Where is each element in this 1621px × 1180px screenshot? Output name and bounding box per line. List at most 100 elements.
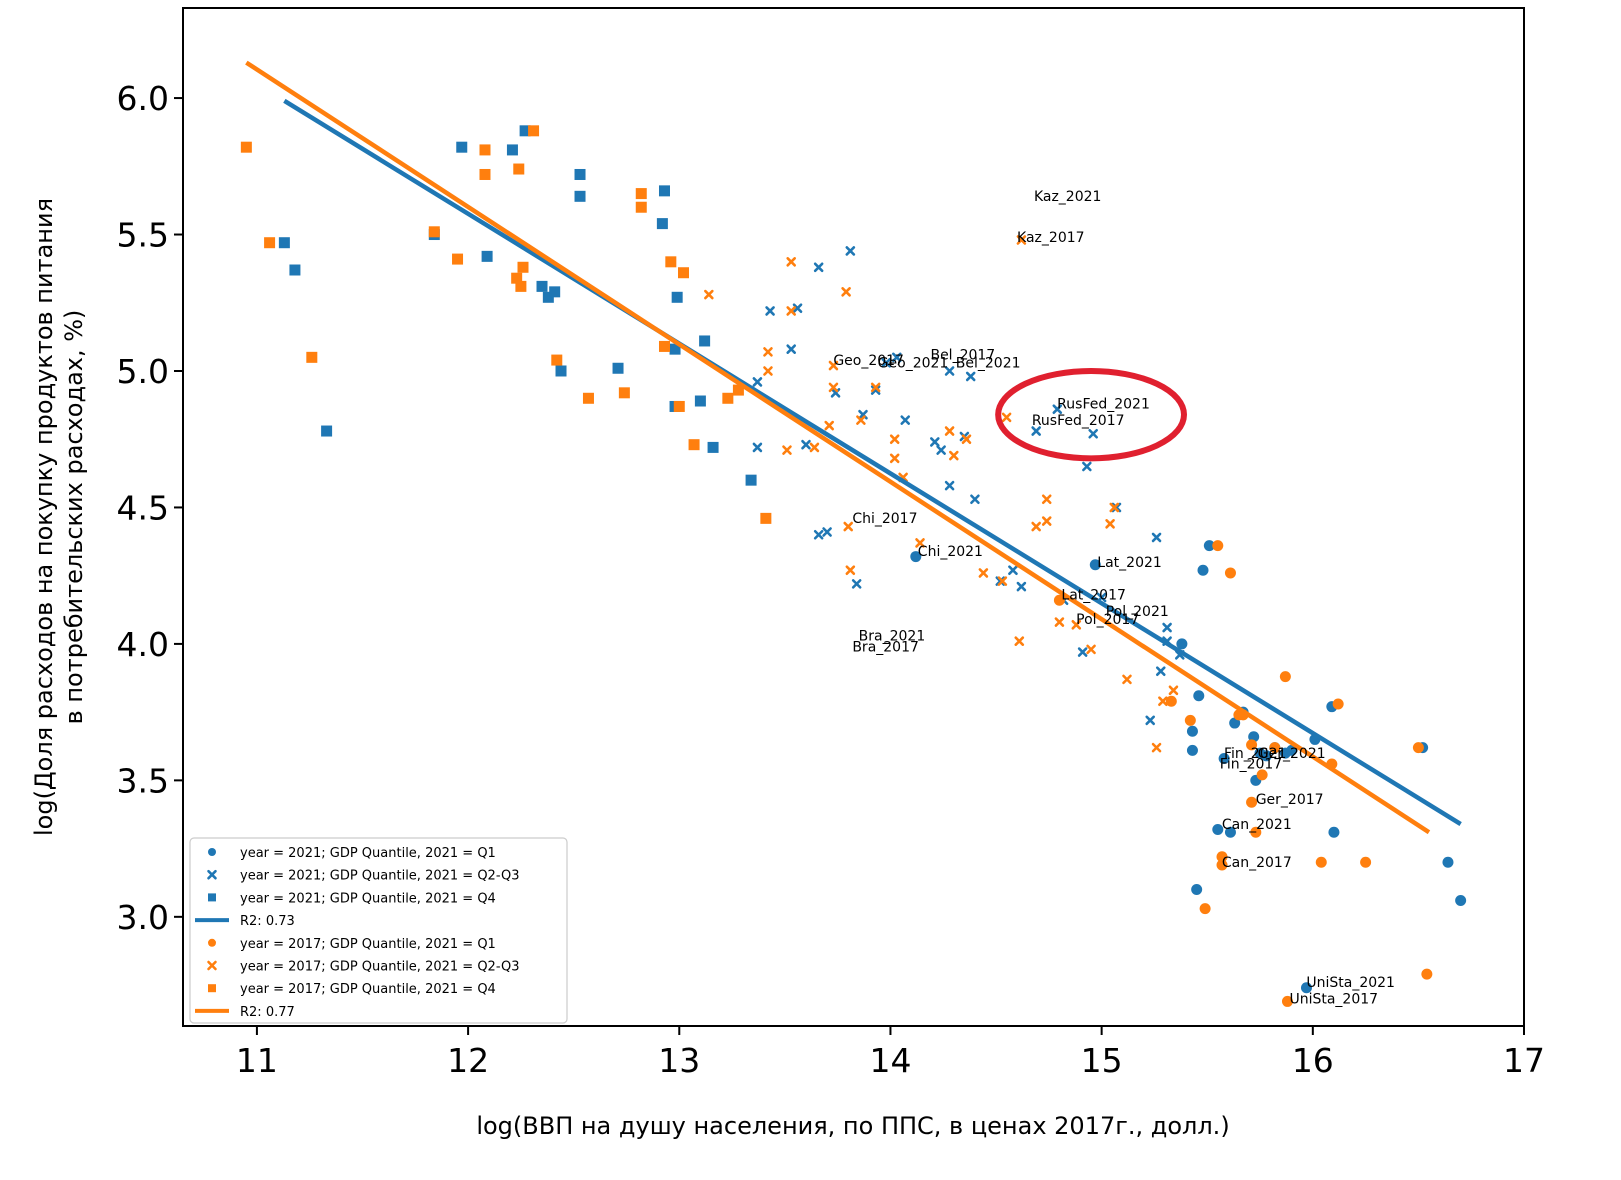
y-axis-label-line1: log(Доля расходов на покупку продуктов п… [30, 198, 58, 836]
data-point-3-1 [264, 237, 276, 249]
y-tick-label-3: 4.5 [117, 488, 169, 527]
data-point-3-12 [551, 354, 563, 366]
annotation-9: Chi_2021 [918, 544, 983, 560]
y-tick-label-0: 3.0 [117, 898, 169, 937]
annotation-17: Ger_2021 [1258, 746, 1326, 762]
legend-marker-0 [208, 848, 216, 856]
data-point-1-25 [1008, 565, 1018, 576]
x-tick-label-1: 12 [447, 1041, 489, 1080]
data-point-0-11 [555, 365, 567, 377]
data-point-4-12 [845, 565, 856, 576]
data-point-0-4 [456, 141, 468, 153]
data-point-1-37 [1155, 666, 1166, 677]
data-point-5-14 [1269, 742, 1281, 754]
data-point-4-5 [786, 257, 797, 267]
data-point-3-2 [306, 351, 318, 363]
data-point-4-24 [1001, 412, 1012, 423]
data-point-0-21 [699, 335, 711, 347]
data-point-4-16 [889, 434, 900, 445]
annotation-4: Bel_2017 [930, 347, 995, 363]
data-point-1-1 [752, 377, 763, 387]
data-point-2-17 [1260, 750, 1272, 762]
data-point-5-11 [1246, 796, 1258, 808]
data-point-3-24 [760, 512, 772, 524]
annotation-1: Kaz_2017 [1017, 230, 1084, 246]
plot-area: Kaz_2021 Kaz_2017 Geo_2017Geo_2021Bel_2017… [240, 60, 1467, 1007]
x-tick-label-0: 11 [236, 1041, 278, 1080]
data-point-5-16 [1281, 995, 1293, 1007]
annotation-5: Bel_2021 [956, 356, 1021, 372]
data-point-1-5 [801, 439, 811, 450]
plot-frame [182, 7, 1525, 1027]
data-point-0-13 [574, 190, 586, 202]
data-point-2-2 [1176, 638, 1188, 650]
legend-label-3: R2: 0.73 [240, 914, 295, 929]
data-point-4-26 [1016, 235, 1027, 245]
data-point-1-34 [1111, 502, 1122, 513]
data-point-2-4 [1193, 690, 1205, 702]
data-point-3-11 [528, 125, 540, 137]
annotation-6: RusFed_2021 [1057, 396, 1150, 412]
data-point-1-36 [1151, 532, 1162, 543]
data-point-5-22 [1421, 968, 1433, 980]
legend-marker-1 [207, 869, 217, 880]
data-point-2-6 [1186, 744, 1198, 756]
data-point-1-23 [970, 494, 980, 505]
data-point-4-21 [961, 434, 972, 445]
data-point-3-15 [635, 201, 647, 213]
data-point-4-22 [978, 568, 989, 578]
data-point-4-25 [1014, 636, 1025, 646]
annotation-12: Pol_2021 [1106, 604, 1169, 620]
data-point-4-32 [1086, 644, 1096, 655]
data-point-2-8 [1203, 540, 1215, 552]
data-point-4-7 [824, 420, 835, 431]
data-point-1-16 [900, 415, 911, 425]
data-point-4-19 [944, 426, 955, 436]
data-point-4-38 [1168, 685, 1179, 696]
data-point-2-24 [1328, 826, 1340, 838]
data-point-4-20 [949, 450, 959, 461]
annotation-19: Ger_2017 [1256, 792, 1324, 808]
axes: 11 12 13 14 15 16 17 3.0 3.5 4.0 4.5 5.0 5.5 6.0 [117, 79, 1545, 1080]
legend-marker-5 [207, 960, 217, 971]
data-point-2-7 [1197, 564, 1209, 576]
annotation-16: Fin_2021 [1224, 746, 1286, 762]
annotation-23: UniSta_2017 [1289, 991, 1378, 1007]
data-point-4-33 [1109, 502, 1120, 513]
data-point-4-30 [1054, 617, 1065, 627]
data-point-4-37 [1158, 696, 1168, 707]
data-point-2-20 [1286, 744, 1298, 756]
data-point-5-3 [1199, 903, 1211, 915]
annotation-22: UniSta_2021 [1306, 975, 1395, 991]
data-point-5-1 [1165, 695, 1177, 707]
annotation-8: Chi_2017 [852, 511, 917, 527]
data-point-2-12 [1229, 717, 1241, 729]
y-tick-label-4: 5.0 [117, 352, 169, 391]
legend-label-4: year = 2017; GDP Quantile, 2021 = Q1 [240, 937, 496, 952]
annotation-7: RusFed_2017 [1032, 413, 1125, 429]
data-point-2-27 [1455, 894, 1467, 906]
data-point-3-23 [732, 384, 744, 396]
data-point-0-16 [658, 185, 670, 197]
data-point-3-0 [240, 141, 252, 153]
data-point-4-29 [1041, 494, 1052, 505]
data-point-1-4 [792, 303, 803, 314]
data-point-4-36 [1151, 742, 1162, 753]
data-point-2-3 [1191, 884, 1203, 896]
annotation-21: Can_2017 [1222, 855, 1292, 871]
data-point-2-1 [1089, 559, 1101, 571]
data-point-1-18 [936, 445, 946, 455]
data-point-0-19 [671, 291, 683, 303]
data-point-4-28 [1041, 516, 1052, 526]
data-point-1-31 [1082, 461, 1092, 472]
data-point-3-14 [618, 387, 630, 399]
data-point-0-10 [549, 286, 561, 298]
x-tick-label-5: 16 [1292, 1041, 1334, 1080]
data-point-1-28 [1052, 404, 1063, 414]
data-point-4-31 [1071, 620, 1082, 630]
data-point-1-11 [851, 579, 862, 589]
data-point-4-10 [841, 287, 851, 297]
data-point-3-22 [722, 392, 734, 404]
data-point-1-32 [1088, 428, 1098, 439]
data-point-0-5 [481, 250, 493, 262]
